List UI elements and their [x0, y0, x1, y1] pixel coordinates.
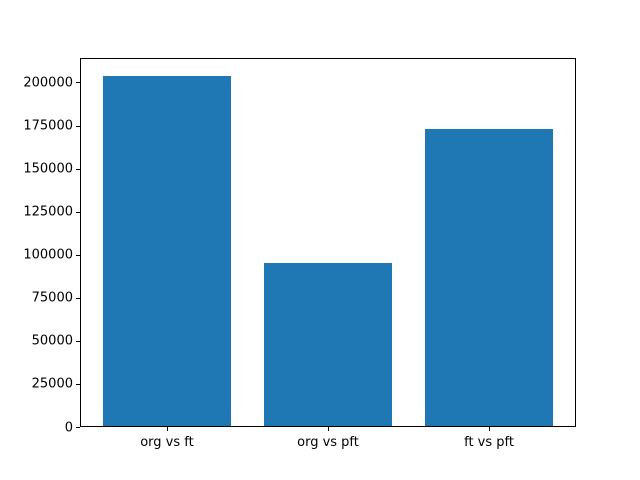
y-tick-mark	[76, 297, 80, 299]
y-tick-mark	[76, 254, 80, 256]
y-tick-label: 125000	[23, 204, 73, 220]
x-tick-mark	[166, 427, 168, 431]
y-tick-label: 75000	[31, 290, 73, 306]
bar-org-vs-ft	[102, 75, 232, 427]
x-tick-label: org vs ft	[140, 435, 194, 450]
y-tick-mark	[76, 211, 80, 213]
y-tick-label: 25000	[31, 376, 73, 392]
y-tick-label: 0	[64, 420, 73, 435]
bar-org-vs-pft	[263, 263, 393, 427]
y-tick-mark	[76, 168, 80, 170]
y-tick-label: 50000	[31, 333, 73, 349]
y-tick-label: 100000	[23, 247, 73, 263]
x-tick-mark	[489, 427, 491, 431]
plot-area	[80, 58, 576, 427]
bar-ft-vs-pft	[424, 128, 554, 427]
y-tick-mark	[76, 383, 80, 385]
y-tick-label: 175000	[23, 118, 73, 134]
y-tick-label: 200000	[23, 75, 73, 91]
y-tick-mark	[76, 82, 80, 84]
x-tick-mark	[328, 427, 329, 431]
y-tick-mark	[76, 427, 80, 428]
y-tick-label: 150000	[23, 161, 73, 177]
x-tick-label: ft vs pft	[464, 435, 514, 450]
y-tick-mark	[76, 125, 80, 127]
x-tick-label: org vs pft	[297, 435, 359, 450]
y-tick-mark	[76, 340, 80, 342]
